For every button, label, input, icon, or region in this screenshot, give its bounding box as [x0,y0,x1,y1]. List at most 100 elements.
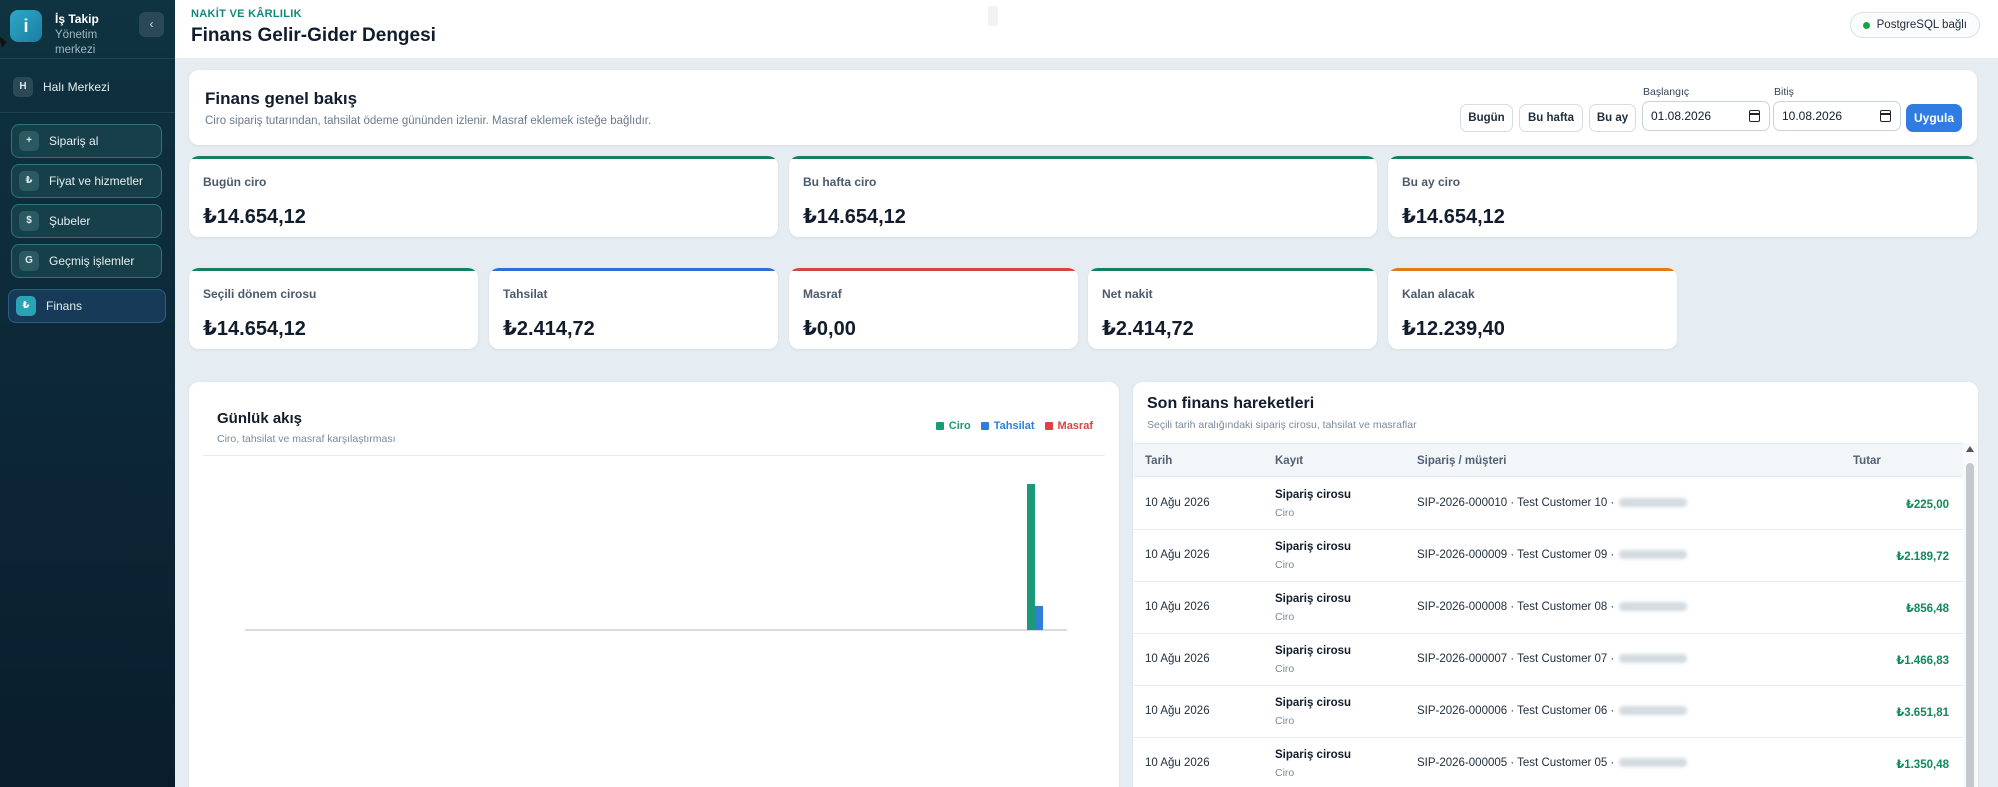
stat-label: Bugün ciro [203,175,267,189]
calendar-icon[interactable] [1749,110,1760,122]
sidebar-item-label: Sipariş al [49,134,99,148]
sidebar-item-label: Halı Merkezi [43,80,110,94]
calendar-icon[interactable] [1880,110,1891,122]
sidebar-item-subeler[interactable]: $ Şubeler [11,204,162,238]
row-kind: Sipariş cirosu [1275,645,1352,657]
row-date: 10 Ağu 2026 [1145,601,1210,613]
stat-label: Tahsilat [503,287,548,301]
start-date-input[interactable]: 01.08.2026 [1642,101,1770,131]
row-amount: ₺2.189,72 [1896,551,1949,563]
plus-icon: + [19,131,39,151]
row-order-text: SIP-2026-000006 · Test Customer 06 · [1417,705,1615,717]
chart-header-divider [203,455,1105,456]
column-header-record[interactable]: Kayıt [1275,455,1304,467]
sidebar-item-label: Finans [46,299,83,313]
row-kind: Sipariş cirosu [1275,541,1352,553]
lira-icon: ₺ [16,296,36,316]
row-kind-sub: Ciro [1275,559,1295,571]
overview-subtitle: Ciro sipariş tutarından, tahsilat ödeme … [205,115,652,127]
row-order: SIP-2026-000010 · Test Customer 10 · [1417,497,1688,509]
blurred-name [1619,706,1688,716]
column-header-date[interactable]: Tarih [1145,455,1173,467]
blurred-name [1619,498,1688,508]
legend-item-ciro: Ciro [935,420,971,432]
this-month-button[interactable]: Bu ay [1589,104,1636,132]
sidebar-item-label: Şubeler [49,214,91,228]
stat-card-week-revenue: Bu hafta ciro ₺14.654,12 [789,156,1377,237]
start-date-value: 01.08.2026 [1651,109,1712,123]
stat-accent [1088,268,1377,271]
row-kind: Sipariş cirosu [1275,593,1352,605]
table-row[interactable]: 10 Ağu 2026 Sipariş cirosu Ciro SIP-2026-00… [1133,738,1963,787]
dollar-icon: $ [19,211,39,231]
table-row[interactable]: 10 Ağu 2026 Sipariş cirosu Ciro SIP-2026-00… [1133,686,1963,738]
table-row[interactable]: 10 Ağu 2026 Sipariş cirosu Ciro SIP-2026-00… [1133,634,1963,686]
row-order-text: SIP-2026-000008 · Test Customer 08 · [1417,601,1615,613]
table-header: Tarih Kayıt Sipariş / müşteri Tutar [1133,443,1963,477]
chart-bar-tahsilat-10.08[interactable] [1035,605,1043,630]
legend-swatch [980,422,989,430]
row-kind-sub: Ciro [1275,715,1295,727]
stat-label: Net nakit [1102,287,1153,301]
stat-card-month-revenue: Bu ay ciro ₺14.654,12 [1388,156,1977,237]
stat-label: Kalan alacak [1402,287,1475,301]
column-header-amount[interactable]: Tutar [1853,455,1881,467]
stat-accent [789,268,1078,271]
row-kind-sub: Ciro [1275,767,1295,779]
history-icon: G [19,251,39,271]
stat-accent [789,156,1377,159]
stat-value: ₺12.239,40 [1402,318,1505,340]
sidebar-item-label: Geçmiş işlemler [49,254,135,268]
sidebar-divider [0,112,175,113]
chart-subtitle: Ciro, tahsilat ve masraf karşılaştırması [217,433,396,445]
row-date: 10 Ağu 2026 [1145,549,1210,561]
legend-swatch [1044,422,1053,430]
row-date: 10 Ağu 2026 [1145,757,1210,769]
sidebar-item-siparis-al[interactable]: + Sipariş al [11,124,162,158]
sidebar-item-fiyat-hizmetler[interactable]: ₺ Fiyat ve hizmetler [11,164,162,198]
stat-label: Bu hafta ciro [803,175,877,189]
daily-flow-chart-card: Günlük akış Ciro, tahsilat ve masraf kar… [189,382,1119,787]
stat-card-expense: Masraf ₺0,00 [789,268,1078,349]
row-date: 10 Ağu 2026 [1145,705,1210,717]
row-order-text: SIP-2026-000010 · Test Customer 10 · [1417,497,1615,509]
sidebar-item-finans[interactable]: ₺ Finans [8,289,166,323]
stat-card-period-revenue: Seçili dönem cirosu ₺14.654,12 [189,268,478,349]
legend-swatch [935,422,944,430]
table-row[interactable]: 10 Ağu 2026 Sipariş cirosu Ciro SIP-2026-00… [1133,478,1963,530]
page-eyebrow: NAKİT VE KÂRLILIK [191,8,302,20]
table-row[interactable]: 10 Ağu 2026 Sipariş cirosu Ciro SIP-2026-00… [1133,582,1963,634]
daily-flow-chart [245,484,1067,631]
chart-bar-ciro-10.08[interactable] [1027,484,1035,630]
scrollbar[interactable] [1963,443,1978,787]
this-week-button[interactable]: Bu hafta [1519,104,1583,132]
sidebar-divider [0,58,175,59]
row-order: SIP-2026-000007 · Test Customer 07 · [1417,653,1688,665]
stat-label: Bu ay ciro [1402,175,1461,189]
column-header-order[interactable]: Sipariş / müşteri [1417,455,1507,467]
overview-title: Finans genel bakış [205,89,358,108]
table-row[interactable]: 10 Ağu 2026 Sipariş cirosu Ciro SIP-2026-00… [1133,530,1963,582]
app-logo: i [10,10,42,42]
end-date-input[interactable]: 10.08.2026 [1773,101,1901,131]
scrollbar-thumb[interactable] [1966,463,1974,787]
scroll-up-icon[interactable] [1966,446,1974,452]
db-status-label: PostgreSQL bağlı [1876,19,1967,31]
sidebar-item-gecmis-islemler[interactable]: G Geçmiş işlemler [11,244,162,278]
stat-value: ₺14.654,12 [1402,206,1505,228]
sidebar-item-hali-merkezi[interactable]: H Halı Merkezi [6,70,157,104]
stat-accent [189,268,478,271]
row-kind: Sipariş cirosu [1275,697,1352,709]
legend-label: Ciro [948,420,971,432]
row-amount: ₺225,00 [1905,499,1949,511]
stat-card-net-cash: Net nakit ₺2.414,72 [1088,268,1377,349]
blurred-name [1619,758,1688,768]
stat-card-today-revenue: Bugün ciro ₺14.654,12 [189,156,778,237]
stat-value: ₺2.414,72 [503,318,595,340]
collapse-sidebar-button[interactable]: ‹ [139,12,164,37]
apply-button[interactable]: Uygula [1906,104,1962,132]
today-button[interactable]: Bugün [1460,104,1513,132]
stat-value: ₺14.654,12 [203,206,306,228]
row-date: 10 Ağu 2026 [1145,653,1210,665]
stat-label: Seçili dönem cirosu [203,287,317,301]
